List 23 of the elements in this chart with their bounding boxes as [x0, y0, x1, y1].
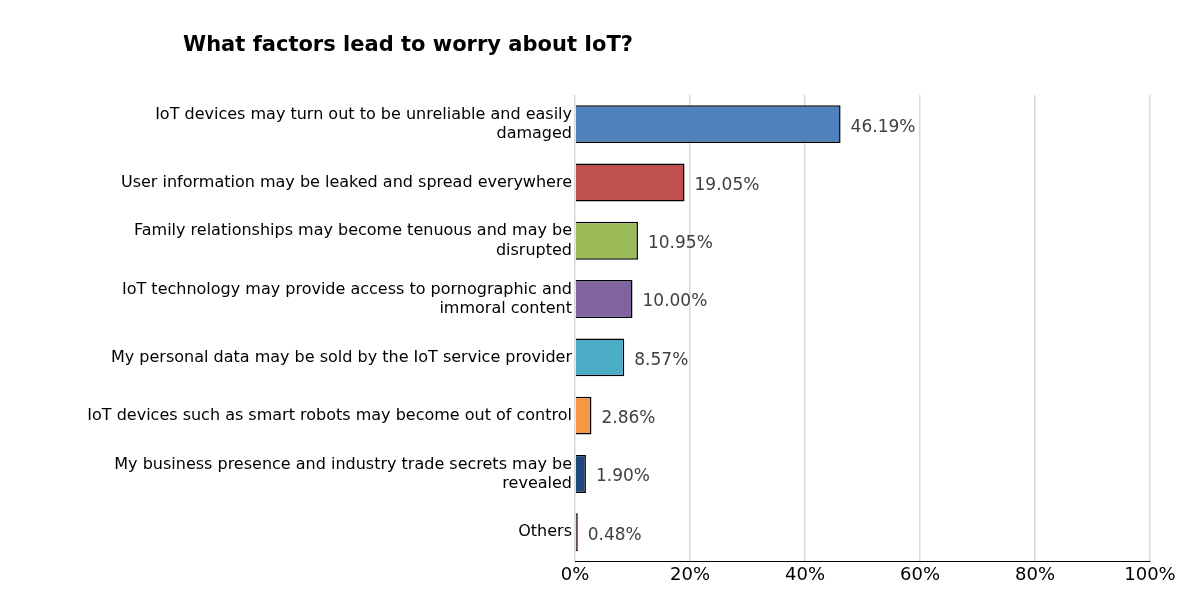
data-label: 8.57%	[634, 348, 689, 369]
y-tick-label: My personal data may be sold by the IoT service provider	[111, 346, 573, 366]
y-tick-label: IoT devices may turn out to be unreliable and easily damaged	[155, 103, 572, 142]
x-tick-label: 20%	[669, 562, 711, 584]
data-label: 0.48%	[587, 523, 642, 544]
data-label: 10.95%	[647, 232, 713, 253]
x-tick-label: 80%	[1014, 562, 1056, 584]
x-tick-label: 0%	[560, 562, 590, 584]
x-tick-label: 40%	[784, 562, 826, 584]
data-label: 19.05%	[694, 173, 760, 194]
data-label: 1.90%	[595, 465, 650, 486]
x-tick-label: 100%	[1124, 562, 1176, 584]
data-label: 10.00%	[642, 290, 708, 311]
y-tick-label: Family relationships may become tenuous and may be disrupted	[134, 220, 572, 259]
data-label: 46.19%	[850, 115, 916, 136]
y-tick-label: My business presence and industry trade secrets may be revealed	[114, 453, 572, 492]
y-tick-label: User information may be leaked and spread everywhere	[120, 171, 572, 191]
data-label: 2.86%	[601, 407, 656, 428]
chart-title: What factors lead to worry about IoT?	[182, 32, 634, 56]
y-tick-label: Others	[518, 521, 572, 541]
y-tick-label: IoT technology may provide access to pornographic and immoral content	[122, 278, 572, 317]
y-tick-label: IoT devices such as smart robots may become out of control	[87, 404, 572, 424]
x-tick-label: 60%	[899, 562, 941, 584]
